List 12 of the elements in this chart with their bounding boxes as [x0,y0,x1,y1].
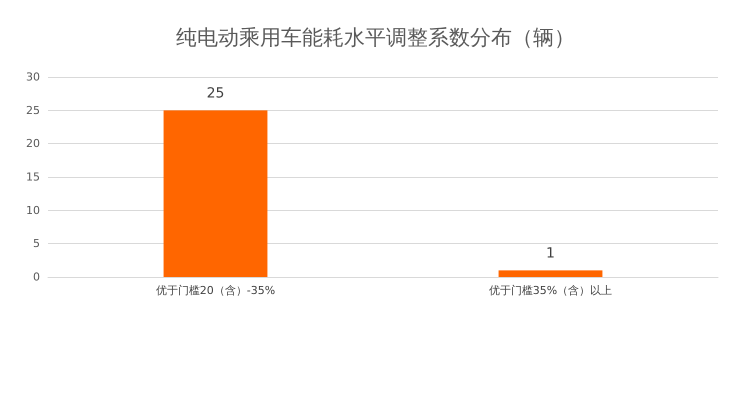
data-label: 25 [206,85,224,102]
x-tick-label: 优于门槛20（含）-35% [156,284,276,297]
x-tick-label: 优于门槛35%（含）以上 [488,284,612,297]
y-tick-label: 10 [26,204,40,217]
y-tick-label: 0 [33,270,40,284]
data-label: 1 [546,245,555,262]
y-tick-label: 20 [26,137,40,150]
chart-title: 纯电动乘用车能耗水平调整系数分布（辆） [176,26,575,50]
y-tick-label: 30 [26,70,40,84]
y-tick-label: 15 [26,170,40,184]
y-tick-label: 25 [26,104,40,117]
y-tick-label: 5 [33,237,40,250]
